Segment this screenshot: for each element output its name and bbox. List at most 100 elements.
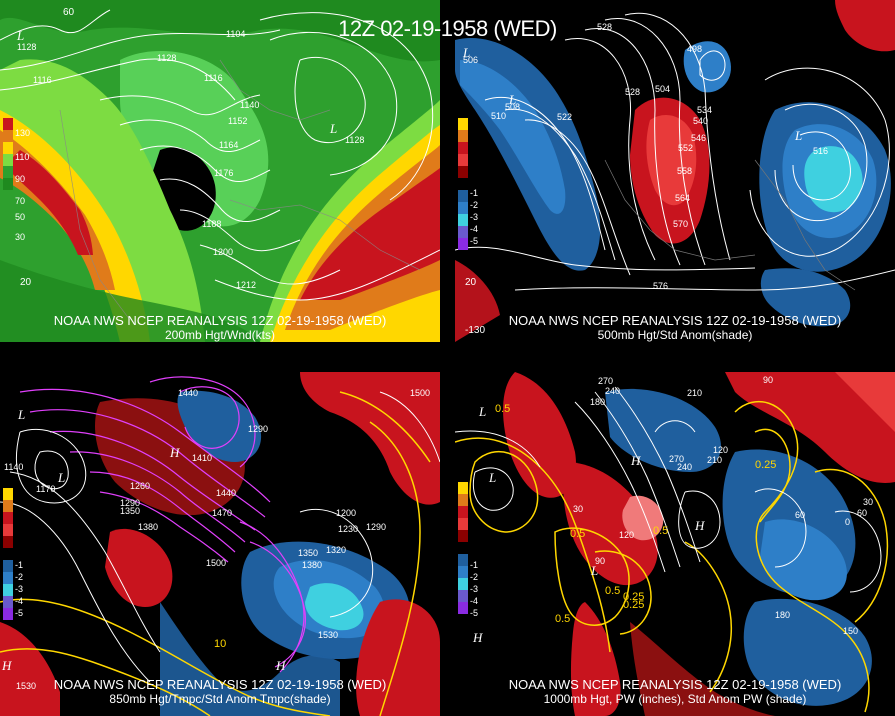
low-marker: L [57,470,65,485]
contour-label: 120 [713,445,728,455]
legend-label: -3 [470,212,479,222]
pw-label: 0.25 [623,591,644,603]
contour-label: 1128 [17,42,36,52]
contour-label: 1530 [16,681,36,691]
contour-label: 576 [653,281,668,291]
low-marker: L [329,121,337,136]
contour-label: 1170 [36,484,55,494]
anomaly-legend [458,482,468,614]
contour-label: 90 [763,375,773,385]
high-marker: H [275,658,286,673]
pw-label: 0.25 [755,459,776,471]
contour-label: 270 [669,454,684,464]
low-marker: L [508,92,516,107]
wind-legend [3,118,13,190]
contour-label: 1380 [302,560,322,570]
contour-label: 1410 [192,453,212,463]
contour-label: 552 [678,143,693,153]
map-500mb: 510 522 528 498 504 534 540 546 552 558 … [455,0,895,342]
contour-label: 240 [677,462,692,472]
lat-label: 20 [465,277,477,288]
caption-source: NOAA NWS NCEP REANALYSIS 12Z 02-19-1958 … [53,677,387,692]
contour-label: 1290 [120,498,140,508]
contour-label: 1500 [410,388,430,398]
panel-500mb: 510 522 528 498 504 534 540 546 552 558 … [455,0,895,342]
contour-label: 1500 [206,558,226,568]
legend-label: -4 [15,596,24,606]
legend-label: -5 [470,608,479,618]
contour-label: 506 [463,55,478,65]
contour-label: 498 [687,44,702,54]
contour-label: 1152 [228,116,247,126]
temp-label: 10 [214,638,226,650]
contour-label: 1470 [212,508,232,518]
high-marker: H [630,453,641,468]
legend-label: -4 [470,224,479,234]
contour-label: 1200 [336,508,356,518]
caption-field: 500mb Hgt/Std Anom(shade) [597,328,753,342]
contour-label: 516 [813,146,828,156]
legend-label: -1 [470,560,479,570]
high-marker: H [472,630,483,645]
contour-label: 1440 [216,488,236,498]
contour-label: 510 [491,111,506,121]
legend-label: 130 [15,128,31,138]
contour-label: 1140 [240,100,259,110]
contour-label: 120 [619,530,634,540]
contour-label: 1290 [248,424,268,434]
lat-label: 20 [20,277,32,288]
contour-label: 540 [693,116,708,126]
contour-label: 60 [857,508,867,518]
contour-label: 0 [845,517,850,527]
low-marker: L [17,407,25,422]
contour-label: 1200 [213,247,233,257]
contour-label: 180 [775,610,790,620]
caption-source: NOAA NWS NCEP REANALYSIS 12Z 02-19-1958 … [508,313,842,328]
contour-label: 1128 [345,135,364,145]
contour-label: 1350 [120,506,140,516]
caption-field: 850mb Hgt/Tmpc/Std Anom Tmpc(shade) [109,692,331,706]
low-marker: L [16,28,24,43]
contour-label: 570 [673,219,688,229]
pw-label: 0.5 [653,525,668,537]
panel-caption: NOAA NWS NCEP REANALYSIS 12Z 02-19-1958 … [0,677,440,707]
contour-label: 1140 [4,462,23,472]
legend-label: -2 [15,572,24,582]
contour-label: 240 [605,386,620,396]
caption-field: 200mb Hgt/Wnd(kts) [164,328,276,342]
contour-label: 90 [595,556,605,566]
contour-label: 1260 [130,481,150,491]
anomaly-legend [3,488,13,620]
pw-label: 0.25 [623,599,644,611]
legend-label: -4 [470,596,479,606]
contour-label: 1230 [338,524,358,534]
contour-label: 564 [675,193,690,203]
legend-label: -3 [470,584,479,594]
contour-label: 508 [505,102,520,112]
legend-label: 90 [15,174,26,184]
panel-caption: NOAA NWS NCEP REANALYSIS 12Z 02-19-1958 … [0,313,440,343]
panel-1000mb: 270 240 210 180 120 90 60 30 0 240 270 2… [455,372,895,716]
panel-caption: NOAA NWS NCEP REANALYSIS 12Z 02-19-1958 … [455,677,895,707]
legend-label: 70 [15,196,26,206]
low-marker: L [462,45,470,60]
legend-label: -2 [470,572,479,582]
contour-label: 30 [573,504,583,514]
panel-caption: NOAA NWS NCEP REANALYSIS 12Z 02-19-1958 … [455,313,895,343]
contour-label: 1104 [226,29,245,39]
legend-label: -1 [470,188,479,198]
legend-label: -1 [15,560,24,570]
low-marker: L [590,563,598,578]
legend-label: -5 [15,608,24,618]
low-marker: L [794,128,802,143]
caption-source: NOAA NWS NCEP REANALYSIS 12Z 02-19-1958 … [53,313,387,328]
contour-label: 528 [597,22,612,32]
map-850mb: 1440 1410 1140 1260 1290 1350 1380 1470 … [0,372,440,716]
caption-source: NOAA NWS NCEP REANALYSIS 12Z 02-19-1958 … [508,677,842,692]
legend-label: -3 [15,584,24,594]
pw-label: 0.5 [605,585,620,597]
lon-label: -130 [465,325,485,336]
low-marker: L [488,470,496,485]
high-marker: H [1,658,12,673]
pw-label: 0.5 [555,613,570,625]
